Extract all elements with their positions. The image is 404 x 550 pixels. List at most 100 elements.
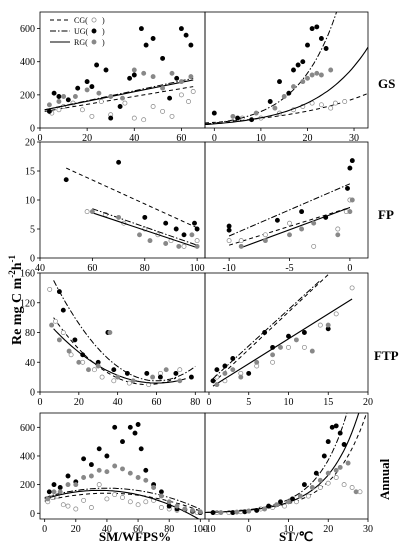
y-tick-label: 120 [20, 298, 35, 309]
x-tick-label: 80 [190, 397, 200, 408]
point-cg [317, 322, 323, 328]
fit-line-rg [92, 212, 198, 249]
point-ug [267, 99, 273, 104]
x-tick-label: 60 [133, 524, 143, 535]
x-tick-label: 15 [323, 397, 333, 408]
point-rg [270, 352, 276, 358]
point-rg [318, 72, 324, 78]
row-label-gs: GS [378, 76, 395, 91]
fit-line-rg [44, 79, 194, 111]
point-rg [150, 74, 156, 80]
point-cg [186, 99, 191, 104]
point-cg [131, 115, 137, 121]
x-tick-label: 0 [246, 524, 251, 535]
point-ug [143, 467, 149, 473]
fit-line-rg [212, 298, 353, 387]
y-tick-label: 160 [20, 269, 35, 280]
point-rg [309, 72, 315, 78]
point-rg [76, 359, 82, 365]
point-cg [73, 506, 79, 512]
legend-label: CG( [74, 16, 88, 25]
point-rg [238, 243, 244, 249]
point-cg [91, 367, 97, 373]
point-rg [347, 209, 353, 215]
point-ug [108, 115, 114, 121]
x-tick-label: 20 [323, 524, 333, 535]
point-cg [60, 502, 66, 508]
x-tick-label: 20 [74, 397, 84, 408]
x-tick-label: 80 [140, 263, 150, 274]
point-ug [143, 42, 149, 48]
point-ug [214, 367, 220, 373]
point-rg [135, 475, 141, 480]
point-ug [192, 220, 197, 226]
point-ug [305, 42, 310, 48]
point-cg [135, 502, 141, 508]
point-ug [325, 439, 331, 445]
y-tick-label: 200 [20, 90, 35, 101]
point-cg [81, 497, 87, 503]
point-rg [309, 485, 315, 490]
point-ug [323, 46, 329, 51]
point-rg [274, 502, 280, 508]
panel-frame [204, 412, 369, 520]
point-rg [120, 95, 125, 101]
point-ug [88, 462, 94, 468]
point-cg [349, 285, 355, 291]
point-rg [238, 374, 244, 380]
point-ug [111, 367, 117, 373]
point-rg [174, 503, 180, 509]
point-cg [88, 505, 94, 510]
x-tick-label: 0 [42, 524, 47, 535]
point-rg [169, 70, 175, 76]
point-rg [96, 467, 102, 473]
point-ug [63, 177, 69, 183]
point-cg [53, 318, 58, 324]
point-cg [332, 100, 338, 106]
point-ug [65, 473, 71, 479]
point-cg [104, 496, 110, 502]
legend-marker [91, 17, 97, 23]
point-cg [341, 482, 347, 488]
point-cg [89, 113, 95, 119]
point-rg [51, 489, 57, 495]
point-rg [194, 243, 200, 249]
x-tick-label: 0 [206, 397, 211, 408]
point-ug [329, 424, 335, 430]
legend-marker [91, 39, 97, 45]
point-ug [94, 62, 100, 68]
point-rg [337, 464, 343, 470]
y-tick-label: 0 [30, 254, 35, 265]
point-ug [295, 62, 301, 68]
point-rg [57, 489, 63, 495]
x-tick-label: -10 [222, 263, 235, 274]
point-rg [325, 322, 331, 328]
point-ug [157, 374, 163, 380]
point-rg [262, 506, 268, 512]
point-rg [158, 493, 164, 499]
point-ug [46, 489, 52, 495]
point-rg [120, 466, 125, 472]
point-ug [46, 108, 52, 114]
point-rg [328, 67, 334, 73]
point-rg [56, 337, 62, 343]
x-tick-label: 100 [190, 263, 205, 274]
point-ug [112, 424, 118, 430]
fit-line-ug [44, 487, 201, 510]
point-rg [112, 463, 118, 469]
x-tick-label: 100 [193, 524, 208, 535]
point-cg [194, 238, 200, 244]
point-rg [182, 506, 188, 512]
point-cg [112, 492, 118, 498]
point-rg [309, 348, 315, 354]
x-tick-label: 0 [347, 263, 352, 274]
point-rg [349, 197, 355, 203]
x-tick-label: 20 [71, 524, 81, 535]
point-cg [282, 503, 287, 509]
point-ug [313, 470, 319, 476]
x-tick-label: 0 [38, 397, 43, 408]
point-cg [126, 380, 132, 386]
point-cg [349, 485, 355, 490]
